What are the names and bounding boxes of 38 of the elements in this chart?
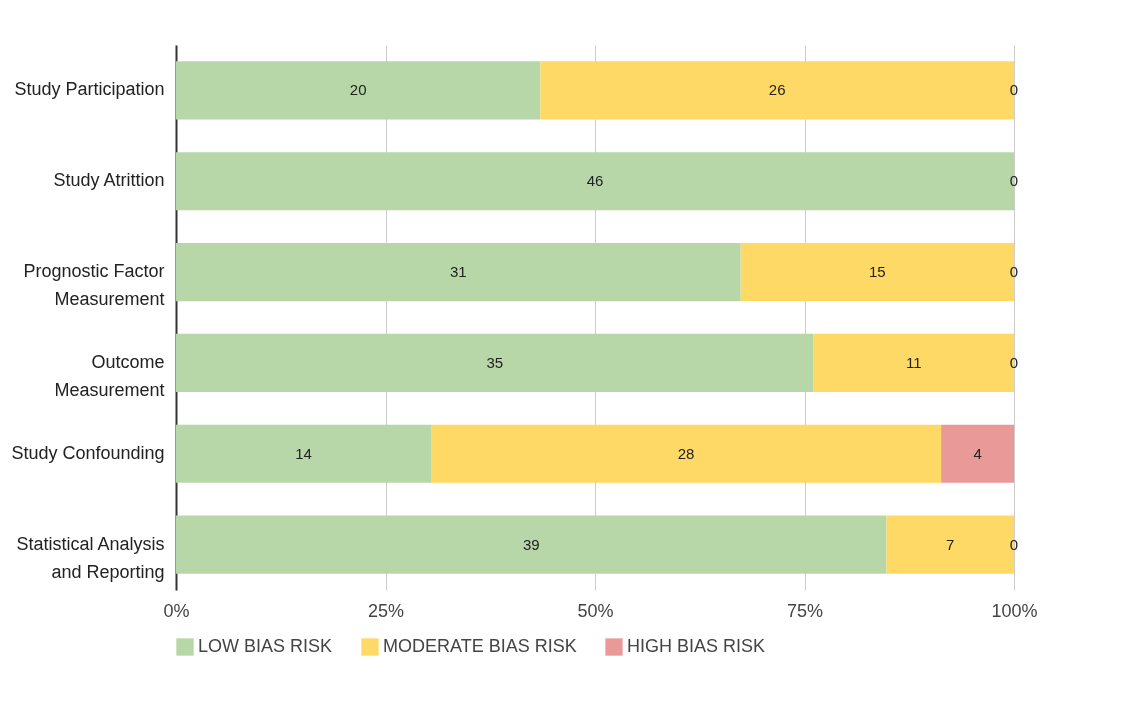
y-tick-label: Statistical Analysis and Reporting bbox=[16, 533, 165, 582]
data-label: 31 bbox=[450, 263, 467, 281]
data-label: 0 bbox=[1009, 263, 1019, 281]
legend-label: HIGH BIAS RISK bbox=[627, 636, 766, 656]
data-label: 15 bbox=[869, 263, 886, 281]
legend-label: MODERATE BIAS RISK bbox=[383, 636, 577, 656]
data-label: 11 bbox=[906, 353, 922, 371]
data-label: 46 bbox=[586, 172, 604, 190]
data-label: 7 bbox=[946, 535, 955, 553]
text: 50% bbox=[577, 600, 614, 621]
y-tick-label: Outcome Measurement bbox=[54, 351, 165, 400]
y-tick-label: Study Participation bbox=[14, 79, 165, 100]
y-tick-label: Prognostic Factor Measurement bbox=[23, 261, 165, 310]
bar bbox=[176, 515, 887, 574]
y-tick-label: Study Confounding bbox=[11, 442, 165, 463]
data-label: 0 bbox=[1009, 353, 1019, 371]
data-label: 20 bbox=[349, 81, 367, 99]
data-label: 26 bbox=[768, 81, 786, 99]
text: 100% bbox=[991, 600, 1038, 621]
bar bbox=[431, 424, 942, 483]
bar bbox=[176, 424, 432, 483]
data-label: 0 bbox=[1009, 172, 1019, 190]
data-label: 0 bbox=[1009, 81, 1019, 99]
data-label: 39 bbox=[522, 535, 540, 553]
y-tick-label: Study Atrittion bbox=[53, 170, 165, 191]
text: 0% bbox=[163, 600, 190, 621]
data-label: 4 bbox=[973, 444, 982, 462]
data-label: 28 bbox=[677, 444, 695, 462]
legend-label: LOW BIAS RISK bbox=[198, 636, 333, 656]
data-label: 14 bbox=[295, 444, 312, 462]
data-label: 0 bbox=[1009, 535, 1019, 553]
data-label: 35 bbox=[486, 353, 504, 371]
bar bbox=[176, 333, 814, 392]
text: 25% bbox=[367, 600, 405, 621]
bar bbox=[176, 243, 741, 302]
text: 75% bbox=[786, 600, 824, 621]
bar bbox=[941, 424, 1014, 483]
bar bbox=[176, 61, 541, 120]
